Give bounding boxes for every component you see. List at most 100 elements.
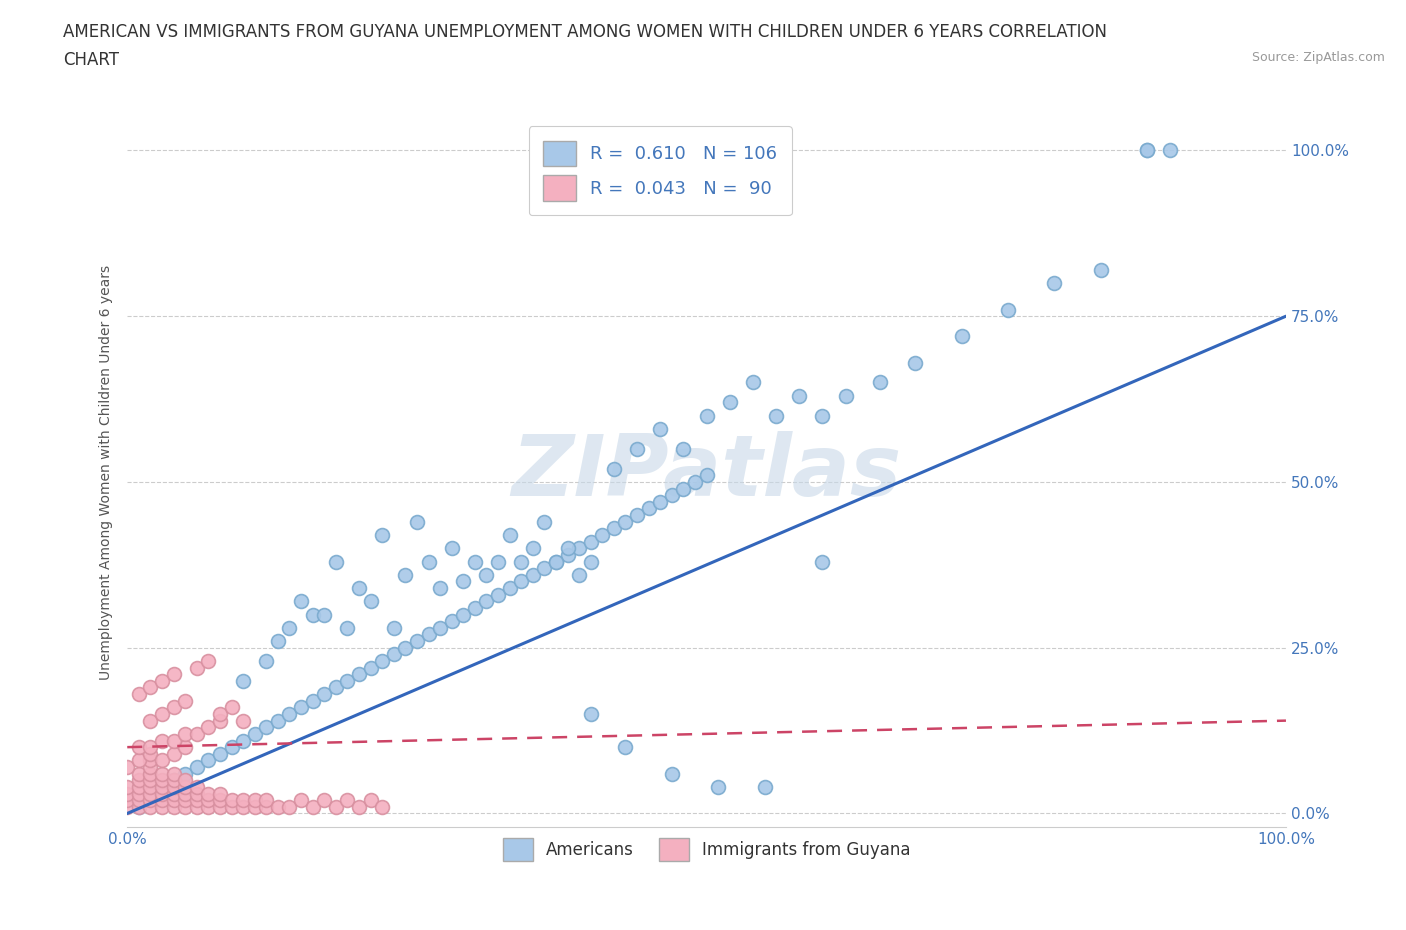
- Point: [150, 792, 173, 807]
- Point: [498, 527, 520, 542]
- Point: [614, 514, 637, 529]
- Point: [406, 514, 429, 529]
- Point: [174, 779, 197, 794]
- Point: [197, 792, 219, 807]
- Point: [117, 792, 139, 807]
- Point: [128, 773, 150, 788]
- Point: [382, 647, 405, 662]
- Point: [186, 786, 208, 801]
- Point: [325, 800, 347, 815]
- Point: [197, 720, 219, 735]
- Point: [186, 760, 208, 775]
- Point: [128, 779, 150, 794]
- Point: [174, 792, 197, 807]
- Point: [221, 739, 243, 754]
- Point: [162, 667, 184, 682]
- Point: [128, 800, 150, 815]
- Point: [243, 792, 266, 807]
- Point: [267, 633, 290, 648]
- Point: [117, 760, 139, 775]
- Point: [128, 792, 150, 807]
- Point: [128, 766, 150, 781]
- Point: [394, 640, 416, 655]
- Point: [406, 633, 429, 648]
- Point: [336, 620, 359, 635]
- Point: [696, 468, 718, 483]
- Point: [267, 713, 290, 728]
- Point: [347, 667, 370, 682]
- Point: [568, 541, 591, 556]
- Point: [637, 501, 659, 516]
- Point: [208, 800, 231, 815]
- Point: [1043, 275, 1066, 290]
- Point: [290, 792, 312, 807]
- Point: [174, 800, 197, 815]
- Point: [360, 792, 382, 807]
- Point: [672, 442, 695, 457]
- Point: [278, 707, 301, 722]
- Point: [661, 487, 683, 502]
- Point: [243, 800, 266, 815]
- Point: [162, 773, 184, 788]
- Point: [174, 773, 197, 788]
- Point: [208, 747, 231, 762]
- Point: [475, 567, 498, 582]
- Point: [834, 389, 856, 404]
- Point: [314, 607, 336, 622]
- Point: [869, 375, 891, 390]
- Point: [336, 792, 359, 807]
- Y-axis label: Unemployment Among Women with Children Under 6 years: Unemployment Among Women with Children U…: [100, 264, 114, 680]
- Point: [1090, 262, 1112, 277]
- Point: [139, 800, 162, 815]
- Point: [591, 527, 613, 542]
- Text: AMERICAN VS IMMIGRANTS FROM GUYANA UNEMPLOYMENT AMONG WOMEN WITH CHILDREN UNDER : AMERICAN VS IMMIGRANTS FROM GUYANA UNEMP…: [63, 23, 1108, 41]
- Point: [221, 700, 243, 715]
- Point: [440, 614, 463, 629]
- Point: [174, 739, 197, 754]
- Point: [429, 620, 451, 635]
- Point: [557, 541, 579, 556]
- Point: [232, 713, 254, 728]
- Point: [626, 442, 648, 457]
- Point: [139, 739, 162, 754]
- Point: [162, 747, 184, 762]
- Point: [139, 766, 162, 781]
- Point: [360, 660, 382, 675]
- Point: [579, 534, 602, 549]
- Point: [696, 408, 718, 423]
- Point: [278, 800, 301, 815]
- Point: [464, 554, 486, 569]
- Point: [139, 713, 162, 728]
- Point: [254, 800, 277, 815]
- Point: [707, 779, 730, 794]
- Point: [186, 660, 208, 675]
- Point: [626, 508, 648, 523]
- Point: [174, 766, 197, 781]
- Point: [162, 779, 184, 794]
- Point: [150, 733, 173, 748]
- Point: [208, 786, 231, 801]
- Point: [139, 786, 162, 801]
- Point: [117, 786, 139, 801]
- Point: [451, 607, 474, 622]
- Legend: Americans, Immigrants from Guyana: Americans, Immigrants from Guyana: [496, 831, 917, 868]
- Point: [394, 567, 416, 582]
- Point: [197, 786, 219, 801]
- Point: [186, 800, 208, 815]
- Point: [650, 421, 672, 436]
- Point: [232, 733, 254, 748]
- Point: [1159, 143, 1181, 158]
- Point: [510, 574, 533, 589]
- Point: [683, 474, 706, 489]
- Point: [162, 766, 184, 781]
- Point: [162, 733, 184, 748]
- Point: [150, 773, 173, 788]
- Point: [347, 800, 370, 815]
- Point: [174, 786, 197, 801]
- Text: Source: ZipAtlas.com: Source: ZipAtlas.com: [1251, 51, 1385, 64]
- Point: [128, 686, 150, 701]
- Point: [522, 541, 544, 556]
- Point: [150, 766, 173, 781]
- Point: [254, 654, 277, 669]
- Point: [290, 594, 312, 609]
